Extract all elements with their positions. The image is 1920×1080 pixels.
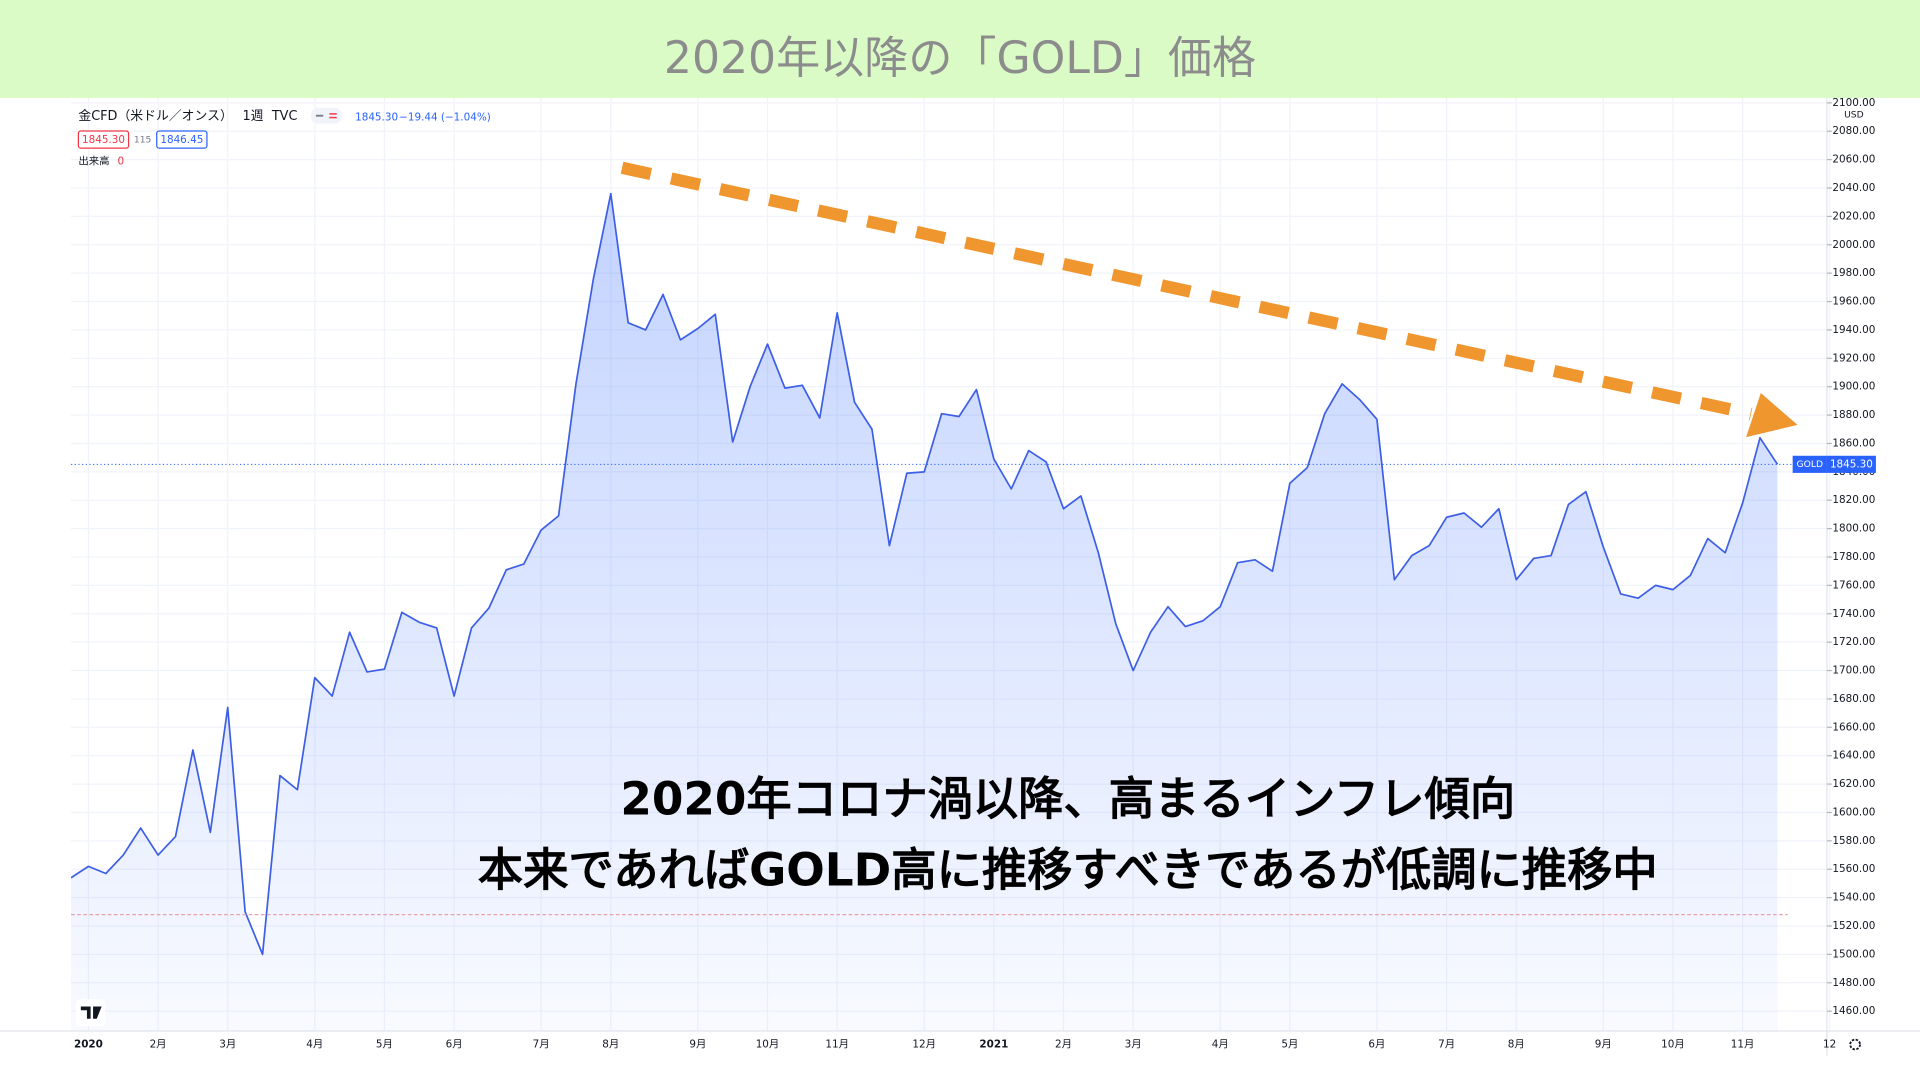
x-tick-label: 3月 bbox=[1125, 1038, 1142, 1050]
toggle-pill[interactable] bbox=[311, 107, 342, 124]
x-tick-label: 11月 bbox=[825, 1038, 849, 1050]
chart-title: 2020年以降の「GOLD」価格 bbox=[664, 33, 1256, 84]
y-tick-label: 1880.00 bbox=[1832, 409, 1875, 421]
y-tick-label: 1940.00 bbox=[1832, 324, 1875, 336]
annotation: 2020年コロナ渦以降、高まるインフレ傾向 bbox=[620, 773, 1515, 826]
volume: 0 bbox=[118, 156, 125, 168]
trend-arrow-line bbox=[620, 161, 1753, 420]
last-price: 1845.30 bbox=[355, 112, 398, 124]
y-tick-label: 1580.00 bbox=[1832, 835, 1875, 847]
y-tick-label: 1900.00 bbox=[1832, 381, 1875, 393]
bid-box[interactable] bbox=[77, 130, 130, 149]
y-tick-label: 1720.00 bbox=[1832, 636, 1875, 648]
price-tag bbox=[1826, 455, 1876, 473]
y-tick-label: 1740.00 bbox=[1832, 608, 1875, 620]
x-tick-label: 11月 bbox=[1731, 1038, 1755, 1050]
source: TVC bbox=[271, 109, 298, 124]
y-tick-label: 1760.00 bbox=[1832, 579, 1875, 591]
y-tick-label: 1620.00 bbox=[1832, 778, 1875, 790]
x-tick-label: 6月 bbox=[1368, 1038, 1385, 1050]
y-tick-label: 1540.00 bbox=[1832, 892, 1875, 904]
header-band bbox=[0, 0, 1920, 98]
volume-label: 出来高 bbox=[78, 155, 109, 168]
y-tick-label: 2060.00 bbox=[1832, 154, 1875, 166]
y-tick-label: 1500.00 bbox=[1832, 948, 1875, 960]
x-tick-label: 9月 bbox=[689, 1038, 706, 1050]
x-tick-label: 5月 bbox=[1281, 1038, 1298, 1050]
y-tick-label: 1480.00 bbox=[1832, 977, 1875, 989]
y-tick-label: 1520.00 bbox=[1832, 920, 1875, 932]
x-tick-label: 8月 bbox=[602, 1038, 619, 1050]
y-tick-label: 1980.00 bbox=[1832, 267, 1875, 279]
price-tag-label: 1845.30 bbox=[1830, 458, 1873, 470]
y-tick-label: 1640.00 bbox=[1832, 750, 1875, 762]
x-tick-label: 7月 bbox=[1438, 1038, 1455, 1050]
x-tick-label: 4月 bbox=[306, 1038, 323, 1050]
interval: 1週 bbox=[242, 109, 263, 124]
x-tick-label: 5月 bbox=[376, 1038, 393, 1050]
logo bbox=[80, 1006, 102, 1019]
x-tick-label: 10月 bbox=[1661, 1038, 1685, 1050]
y-tick-label: 2000.00 bbox=[1832, 239, 1875, 251]
spread: 115 bbox=[134, 135, 152, 146]
x-tick-label: 3月 bbox=[219, 1038, 236, 1050]
x-tick-label: 7月 bbox=[533, 1038, 550, 1050]
y-tick-label: 1820.00 bbox=[1832, 494, 1875, 506]
ask-box[interactable] bbox=[156, 130, 208, 149]
y-tick-label: 1920.00 bbox=[1832, 352, 1875, 364]
plot bbox=[71, 192, 1827, 1032]
y-tick-label: 1800.00 bbox=[1832, 523, 1875, 535]
y-tick-label: 2040.00 bbox=[1832, 182, 1875, 194]
y-tick-label: 2080.00 bbox=[1832, 125, 1875, 137]
price-tag bbox=[1792, 455, 1827, 473]
y-tick-label: 1560.00 bbox=[1832, 863, 1875, 875]
x-tick-label: 8月 bbox=[1508, 1038, 1525, 1050]
bid: 1845.30 bbox=[82, 134, 125, 146]
y-tick-label: 2020.00 bbox=[1832, 210, 1875, 222]
y-tick-label: 1860.00 bbox=[1832, 437, 1875, 449]
ask: 1846.45 bbox=[160, 134, 203, 146]
y-tick-label: 1680.00 bbox=[1832, 693, 1875, 705]
area bbox=[71, 193, 1778, 1032]
settings-icon[interactable] bbox=[1849, 1038, 1861, 1051]
x-tick-label: 4月 bbox=[1212, 1038, 1229, 1050]
price-change: −19.44 (−1.04%) bbox=[399, 112, 491, 124]
x-tick-label: 9月 bbox=[1595, 1038, 1612, 1050]
y-tick-label: 1600.00 bbox=[1832, 806, 1875, 818]
currency[interactable]: USD bbox=[1844, 110, 1864, 121]
price-tag-symbol: GOLD bbox=[1797, 459, 1824, 470]
y-tick-label: 1460.00 bbox=[1832, 1005, 1875, 1017]
x-tick-label: 2月 bbox=[150, 1038, 167, 1050]
line bbox=[71, 192, 1779, 956]
y-tick-label: 1660.00 bbox=[1832, 721, 1875, 733]
x-tick-label: 10月 bbox=[756, 1038, 780, 1050]
trend-arrow-head bbox=[1746, 393, 1798, 438]
x-tick-label: 2021 bbox=[979, 1038, 1008, 1050]
symbol: 金CFD（米ドル／オンス） bbox=[78, 108, 232, 124]
y-tick-label: 1780.00 bbox=[1832, 551, 1875, 563]
y-tick-label: 1960.00 bbox=[1832, 296, 1875, 308]
x-tick-label: 6月 bbox=[446, 1038, 463, 1050]
axes: 1460.00 1480.00 1500.00 1520.00 1540.00 1560.… bbox=[74, 97, 1876, 1050]
x-tick-label: 2020 bbox=[74, 1038, 103, 1050]
y-tick-label: 1700.00 bbox=[1832, 665, 1875, 677]
y-tick-label: 2100.00 bbox=[1832, 97, 1875, 109]
x-tick-label: 2月 bbox=[1055, 1038, 1072, 1050]
x-tick-label: 12月 bbox=[912, 1038, 936, 1050]
x-tick-label: 12 bbox=[1823, 1038, 1836, 1050]
annotation: 本来であればGOLD高に推移すべきであるが低調に推移中 bbox=[478, 844, 1658, 897]
